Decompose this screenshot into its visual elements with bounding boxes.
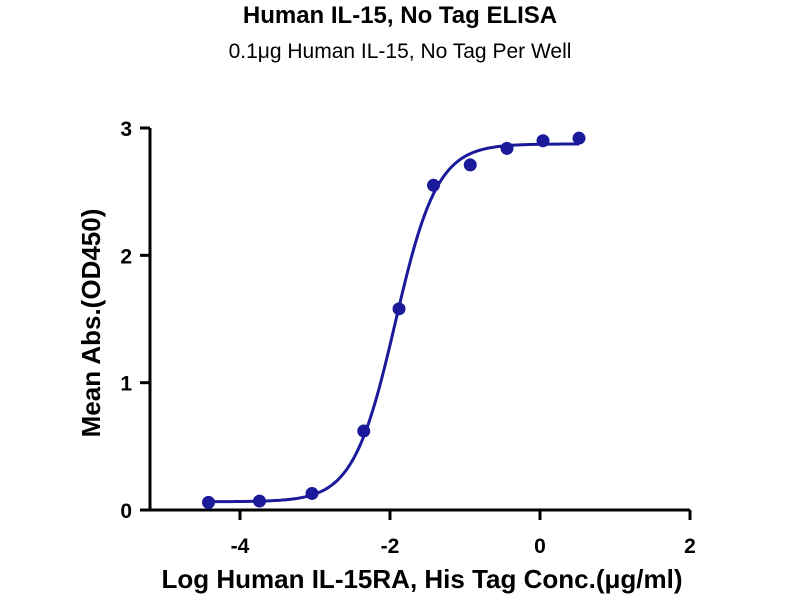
data-point <box>305 486 319 500</box>
y-tick-label: 3 <box>120 118 132 141</box>
axes: 0 1 2 3 -4 -2 0 2 <box>120 118 696 558</box>
chart-title: Human IL-15, No Tag ELISA <box>242 2 558 29</box>
x-tick-label: -2 <box>381 535 400 558</box>
data-points-group <box>202 131 586 509</box>
data-point <box>500 141 514 155</box>
x-axis-label: Log Human IL-15RA, His Tag Conc.(μg/ml) <box>162 564 683 594</box>
y-tick-label: 2 <box>120 245 132 268</box>
y-tick-label: 1 <box>120 373 132 396</box>
x-tick-label: 2 <box>684 535 696 558</box>
data-point <box>253 494 266 508</box>
fit-curve-group <box>208 142 580 504</box>
data-point <box>392 302 406 316</box>
y-axis-label: Mean Abs.(OD450) <box>76 209 106 438</box>
fit-curve <box>208 142 580 504</box>
data-point <box>202 495 215 509</box>
x-tick-label: 0 <box>534 535 546 558</box>
data-point <box>572 131 586 145</box>
y-tick-label: 0 <box>120 500 132 523</box>
data-point <box>357 424 371 438</box>
x-tick-label: -4 <box>231 535 250 558</box>
data-point <box>463 158 477 172</box>
chart-subtitle: 0.1μg Human IL-15, No Tag Per Well <box>228 40 572 63</box>
data-point <box>427 178 440 192</box>
data-point <box>536 134 550 148</box>
